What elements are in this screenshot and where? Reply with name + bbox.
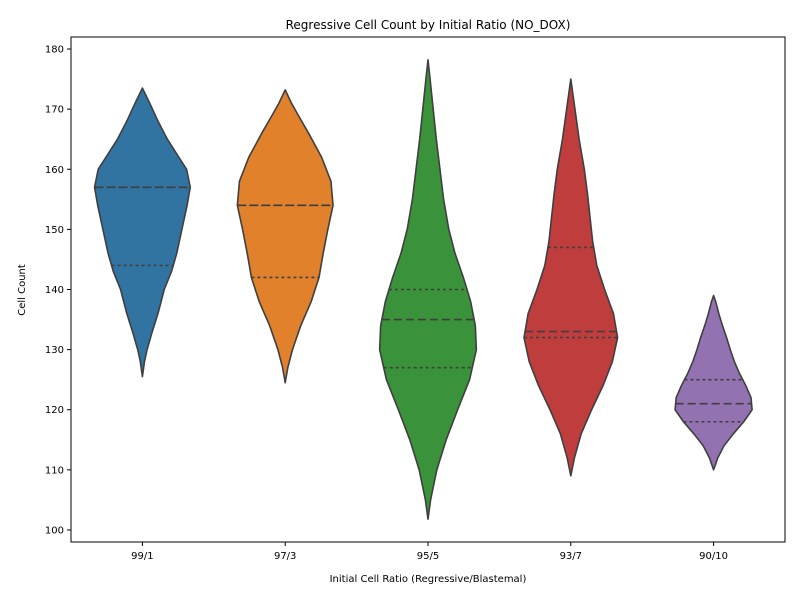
y-tick-label: 100 [45, 525, 64, 536]
x-axis: 99/1 97/3 95/5 93/7 90/10 [131, 542, 728, 562]
y-axis-title: Cell Count [17, 264, 28, 316]
x-axis-title: Initial Cell Ratio (Regressive/Blastemal… [330, 574, 527, 585]
violin-3 [378, 59, 478, 520]
violin-1 [93, 87, 192, 378]
violin-2 [236, 89, 334, 384]
violin-body [523, 78, 619, 477]
violin-4 [523, 78, 619, 477]
y-tick-label: 160 [45, 165, 64, 176]
violin-body [236, 89, 334, 384]
y-tick-label: 170 [45, 105, 64, 116]
x-tick-label: 90/10 [699, 551, 728, 562]
x-tick-label: 93/7 [560, 551, 582, 562]
y-tick-label: 110 [45, 465, 64, 476]
y-tick-label: 180 [45, 45, 64, 56]
violin-body [674, 294, 753, 471]
y-tick-label: 150 [45, 225, 64, 236]
y-tick-label: 120 [45, 405, 64, 416]
plot-area [93, 59, 753, 520]
y-axis: 100 110 120 130 140 150 160 170 180 [45, 45, 71, 536]
y-tick-label: 130 [45, 345, 64, 356]
x-tick-label: 99/1 [131, 551, 153, 562]
violin-body [93, 87, 192, 378]
chart-title: Regressive Cell Count by Initial Ratio (… [286, 18, 571, 32]
x-tick-label: 97/3 [274, 551, 296, 562]
y-tick-label: 140 [45, 285, 64, 296]
x-tick-label: 95/5 [417, 551, 439, 562]
violin-5 [674, 294, 753, 471]
